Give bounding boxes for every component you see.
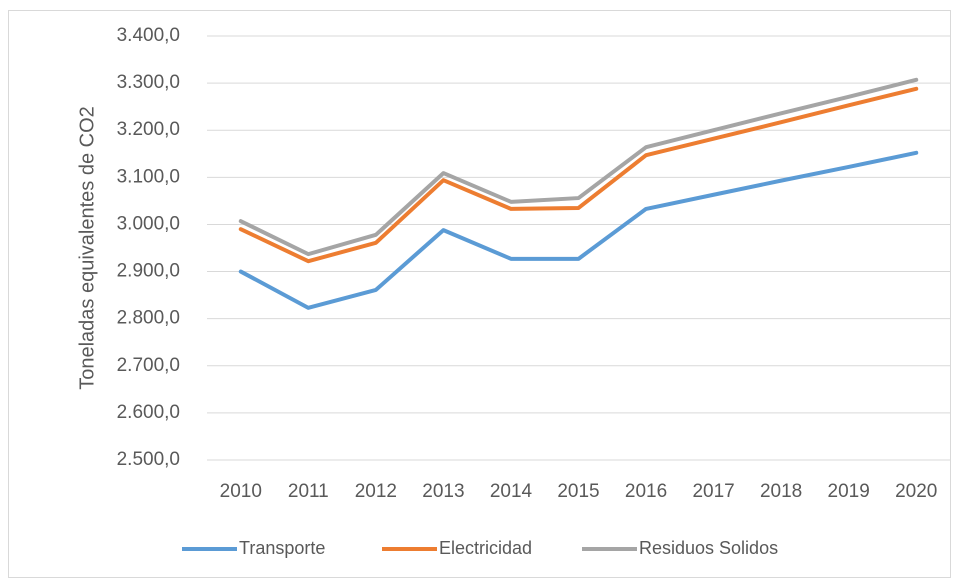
y-tick-label: 2.800,0 (117, 308, 180, 329)
y-tick-label: 3.200,0 (117, 119, 180, 140)
x-tick-label: 2010 (220, 481, 262, 502)
y-axis-label: Toneladas equivalentes de CO2 (76, 106, 98, 390)
chart-border (8, 10, 951, 578)
legend-label: Residuos Solidos (639, 538, 778, 558)
y-tick-label: 3.000,0 (117, 213, 180, 234)
legend-label: Transporte (239, 538, 325, 558)
x-tick-label: 2014 (490, 481, 533, 502)
y-tick-label: 3.400,0 (117, 25, 180, 46)
x-tick-label: 2020 (895, 481, 937, 502)
x-tick-label: 2018 (760, 481, 802, 502)
x-tick-label: 2011 (288, 481, 329, 502)
x-tick-label: 2015 (557, 481, 599, 502)
y-tick-label: 2.500,0 (117, 449, 180, 470)
x-tick-label: 2013 (422, 481, 464, 502)
legend-label: Electricidad (439, 538, 532, 558)
series-line (238, 150, 919, 310)
y-tick-label: 3.300,0 (117, 72, 180, 93)
series-line (238, 86, 919, 264)
x-tick-label: 2016 (625, 481, 667, 502)
y-tick-label: 2.900,0 (117, 261, 180, 282)
series-line (238, 77, 919, 257)
x-tick-label: 2019 (828, 481, 870, 502)
y-tick-label: 2.600,0 (117, 402, 180, 423)
y-tick-label: 3.100,0 (117, 166, 180, 187)
y-tick-label: 2.700,0 (117, 355, 180, 376)
x-tick-label: 2012 (355, 481, 397, 502)
x-tick-label: 2017 (692, 481, 734, 502)
